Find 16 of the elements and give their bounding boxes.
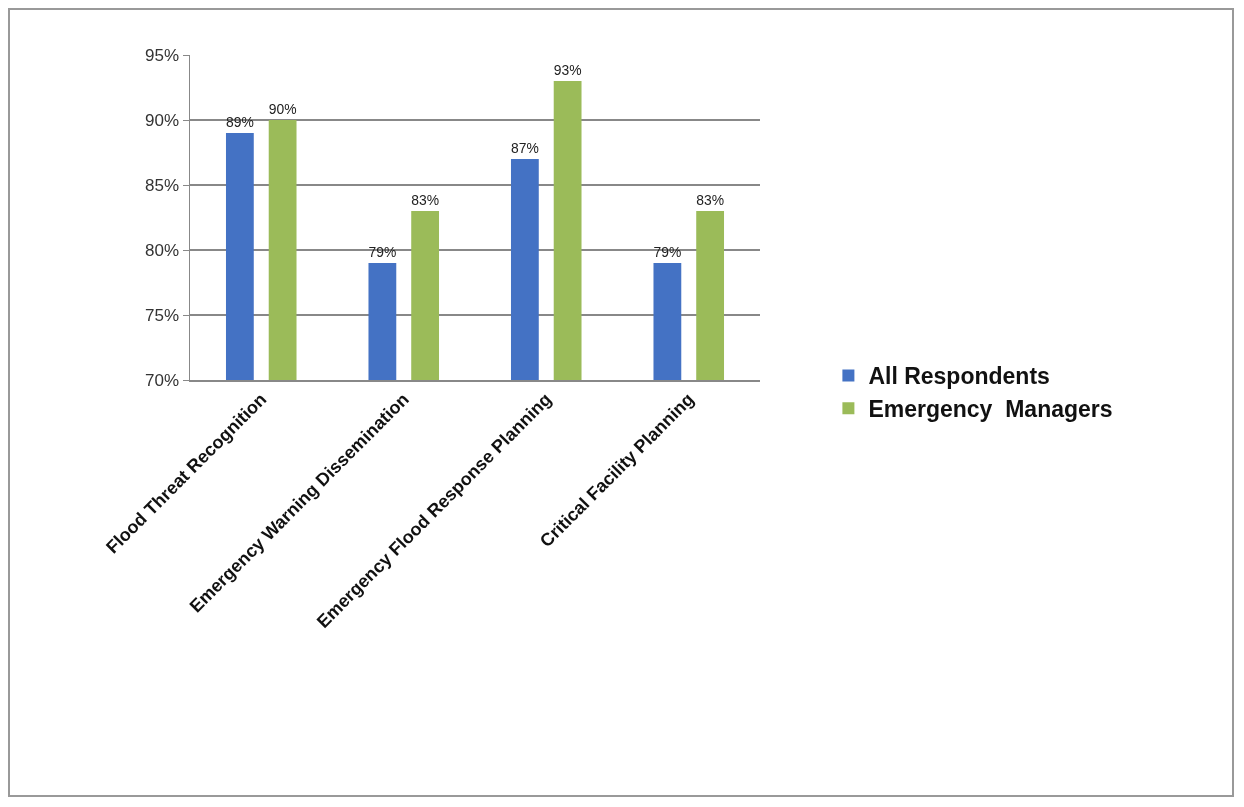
data-label: 83% — [696, 191, 725, 208]
data-label: 87% — [510, 139, 539, 156]
y-tick-label: 85% — [145, 175, 180, 195]
y-tick-label: 75% — [145, 305, 180, 325]
legend-label: All Respondents — [868, 363, 1050, 390]
data-label: 93% — [553, 61, 582, 78]
y-tick-label: 70% — [145, 370, 180, 390]
data-label: 89% — [225, 113, 254, 130]
y-tick-label: 80% — [145, 240, 180, 260]
data-label: 90% — [268, 100, 297, 117]
y-tick-label: 90% — [145, 110, 180, 130]
data-label: 83% — [411, 191, 440, 208]
data-label: 79% — [653, 243, 682, 260]
legend-label: Emergency Managers — [868, 396, 1113, 423]
y-tick-label: 95% — [145, 45, 180, 65]
data-label: 79% — [368, 243, 397, 260]
